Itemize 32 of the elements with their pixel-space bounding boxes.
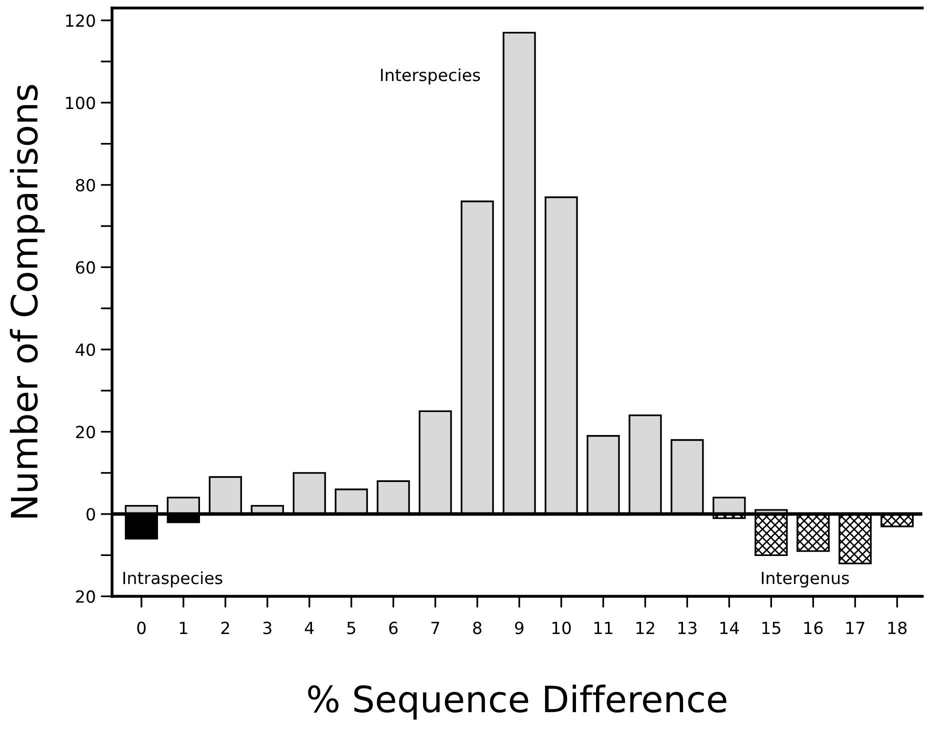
x-tick-label: 14: [720, 622, 739, 634]
y-tick-label: 20: [76, 590, 95, 603]
x-tick-label: 15: [762, 622, 780, 634]
x-tick-label: 6: [389, 622, 398, 634]
y-tick-label: 120: [66, 14, 95, 27]
y-tick-label: 0: [86, 508, 95, 521]
x-tick-label: 17: [846, 622, 864, 634]
x-tick-label: 8: [473, 622, 482, 634]
x-tick-label: 11: [594, 622, 612, 634]
x-tick-label: 0: [137, 622, 146, 634]
y-tick-label: 100: [66, 96, 95, 110]
x-axis-title: % Sequence Difference: [308, 684, 726, 720]
x-tick-label: 3: [263, 622, 272, 634]
x-tick-label: 13: [678, 622, 696, 634]
x-tick-label: 9: [515, 622, 524, 634]
series-label: Intraspecies: [123, 571, 222, 588]
y-tick-label: 20: [76, 426, 95, 438]
x-tick-label: 12: [636, 622, 654, 634]
y-tick-label: 80: [76, 178, 95, 192]
x-tick-label: 1: [180, 622, 188, 634]
x-tick-label: 2: [221, 622, 230, 634]
y-tick-label: 40: [76, 343, 95, 356]
x-tick-label: 16: [804, 622, 823, 634]
series-label: Interspecies: [381, 68, 480, 84]
x-tick-label: 10: [552, 622, 571, 634]
y-axis-title: Number of Comparisons: [10, 85, 45, 518]
x-tick-label: 18: [888, 622, 907, 634]
x-tick-label: 7: [431, 622, 440, 634]
x-tick-label: 4: [304, 622, 314, 634]
series-label: Intergenus: [762, 572, 849, 588]
x-tick-label: 5: [347, 622, 356, 634]
y-tick-label: 60: [76, 261, 95, 274]
